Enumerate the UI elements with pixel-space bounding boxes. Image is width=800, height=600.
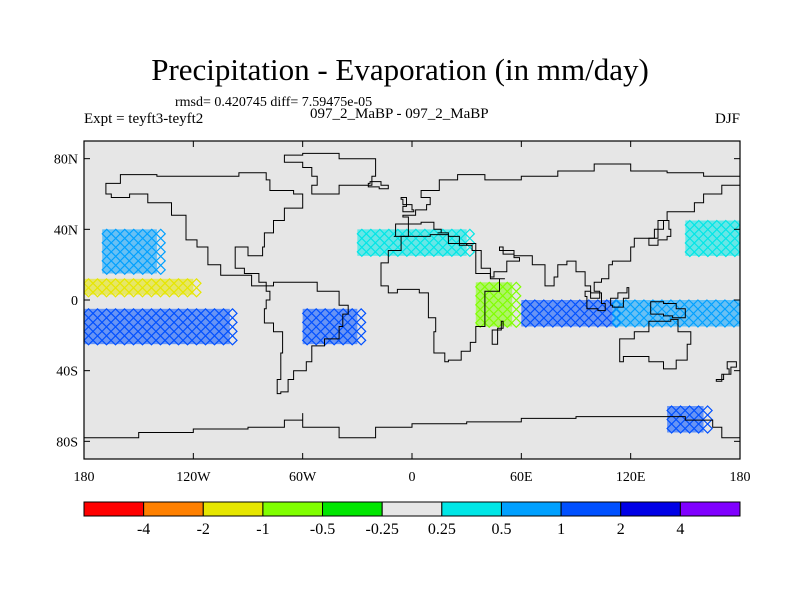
coastline-uk <box>400 197 415 213</box>
colorbar-label: 0.25 <box>428 521 456 538</box>
run-comparison-label: 097_2_MaBP - 097_2_MaBP <box>310 106 489 122</box>
colorbar-label: -2 <box>197 521 210 538</box>
y-tick-label: 80S <box>56 435 78 450</box>
data-field-layer <box>84 219 740 434</box>
coastline-sumatra <box>584 290 606 312</box>
colorbar-label: 1 <box>557 521 565 538</box>
chart-title: Precipitation - Evaporation (in mm/day) <box>151 52 649 87</box>
field-region-north-atlantic-positive <box>356 228 476 258</box>
colorbar-box <box>560 501 622 517</box>
coastline-madagascar <box>491 320 504 345</box>
x-axis: 180 120W 60W 0 60E 120E 180 <box>74 141 751 485</box>
y-tick-label: 40S <box>56 365 78 380</box>
coastline-greenland <box>283 152 377 195</box>
colorbar-box <box>500 501 562 517</box>
colorbar-label: 2 <box>617 521 625 538</box>
coastline-new-zealand <box>715 361 737 382</box>
colorbar: -4 -2 -1 -0.5 -0.25 0.25 0.5 1 2 4 <box>83 501 741 538</box>
field-region-africa-negative <box>474 281 522 329</box>
coastline-borneo <box>610 287 630 308</box>
field-region-indian-ocean-positive <box>520 299 622 328</box>
x-tick-label: 120E <box>616 470 646 485</box>
y-tick-label: 40N <box>54 223 78 238</box>
coastline-antarctica <box>84 413 740 459</box>
colorbar-box <box>143 501 204 517</box>
x-tick-label: 180 <box>74 470 95 485</box>
season-label: DJF <box>714 111 740 127</box>
colorbar-label: 0.5 <box>491 521 511 538</box>
coastline-africa <box>380 234 505 363</box>
chart-subtitle: rmsd= 0.420745 diff= 7.59475e-05 <box>175 95 373 110</box>
field-region-south-america-positive <box>301 307 367 346</box>
colorbar-box <box>322 501 383 517</box>
colorbar-label: -0.25 <box>366 521 399 538</box>
field-region-southern-ocean-positive <box>666 405 713 434</box>
field-region-north-pacific-itcz-negative <box>84 277 202 298</box>
x-tick-label: 0 <box>409 470 416 485</box>
coastline-new-guinea <box>650 301 686 319</box>
coastline-south-america <box>263 281 349 395</box>
colorbar-label: -0.5 <box>310 521 335 538</box>
coastline-north-america <box>105 172 304 287</box>
coastline-japan <box>648 220 672 246</box>
x-tick-label: 60W <box>289 470 317 485</box>
y-axis: 80N 40N 0 40S 80S <box>54 153 740 450</box>
colorbar-box <box>202 501 264 517</box>
coastline-australia <box>619 318 692 370</box>
x-tick-label: 120W <box>176 470 211 485</box>
colorbar-box <box>441 501 502 517</box>
colorbar-box <box>262 501 324 517</box>
y-tick-label: 80N <box>54 153 78 168</box>
colorbar-box <box>381 501 443 517</box>
colorbar-label: -4 <box>137 521 150 538</box>
field-region-north-west-pacific-positive <box>684 219 740 258</box>
field-region-south-pacific-positive <box>84 307 238 346</box>
field-region-north-pacific-positive <box>101 228 167 276</box>
x-tick-label: 60E <box>510 470 533 485</box>
coastline-eurasia <box>393 163 740 299</box>
colorbar-label: -1 <box>256 521 269 538</box>
colorbar-box <box>679 501 741 517</box>
colorbar-label: 4 <box>676 521 684 538</box>
colorbar-box <box>620 501 681 517</box>
coastline-iceland <box>367 181 389 190</box>
x-tick-label: 180 <box>730 470 751 485</box>
experiment-label: Expt = teyft3-teyft2 <box>84 111 204 127</box>
colorbar-box <box>83 501 145 517</box>
coastline-layer <box>84 152 740 459</box>
field-region-west-pacific-positive <box>611 299 740 328</box>
y-tick-label: 0 <box>71 294 78 309</box>
